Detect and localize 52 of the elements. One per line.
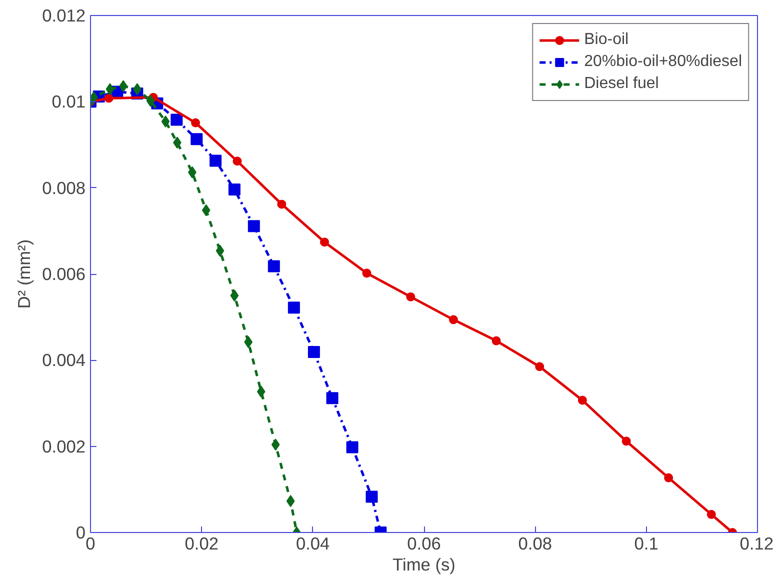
point xyxy=(362,268,372,278)
point xyxy=(190,133,203,146)
x-tick-label: 0.02 xyxy=(184,534,219,554)
point xyxy=(248,220,260,232)
point xyxy=(366,490,378,503)
point xyxy=(228,184,240,196)
x-tick-label: 0.08 xyxy=(518,534,552,554)
point xyxy=(308,346,320,358)
point xyxy=(535,362,544,372)
point xyxy=(256,386,266,398)
point xyxy=(622,436,631,446)
legend-label: 20%bio-oil+80%diesel xyxy=(584,53,742,71)
legend-label: Bio-oil xyxy=(584,31,629,49)
y-tick-label: 0.006 xyxy=(42,264,86,284)
point xyxy=(106,83,114,96)
point xyxy=(578,396,587,405)
legend-label: Diesel fuel xyxy=(584,75,659,93)
point xyxy=(286,495,295,508)
point xyxy=(202,204,210,216)
point xyxy=(161,115,170,128)
x-tick-label: 0.04 xyxy=(296,534,330,554)
point xyxy=(170,114,183,126)
point xyxy=(216,244,224,257)
point xyxy=(232,156,242,166)
y-tick-label: 0.004 xyxy=(42,350,86,370)
x-tick-label: 0.06 xyxy=(407,534,441,554)
point xyxy=(406,292,416,302)
point xyxy=(664,473,674,482)
point xyxy=(326,392,338,404)
point xyxy=(277,200,286,209)
y-axis-title: D² (mm²) xyxy=(14,239,34,309)
y-tick-label: 0.008 xyxy=(42,178,86,198)
point xyxy=(448,315,458,324)
y-tick-label: 0.01 xyxy=(52,92,86,112)
x-tick-label: 0.1 xyxy=(634,534,658,554)
point xyxy=(210,154,222,167)
point xyxy=(230,290,239,302)
point xyxy=(492,336,501,346)
point xyxy=(146,94,155,107)
point xyxy=(268,260,280,272)
point xyxy=(288,302,300,314)
point xyxy=(706,510,716,519)
point xyxy=(320,238,330,247)
point xyxy=(244,336,253,348)
point xyxy=(346,441,358,454)
y-tick-label: 0.012 xyxy=(42,6,86,26)
point xyxy=(191,118,200,128)
x-tick-label: 0.12 xyxy=(740,534,773,554)
point xyxy=(104,94,114,103)
y-tick-label: 0.002 xyxy=(42,436,86,456)
point xyxy=(271,438,280,451)
x-axis-title: Time (s) xyxy=(392,554,456,574)
